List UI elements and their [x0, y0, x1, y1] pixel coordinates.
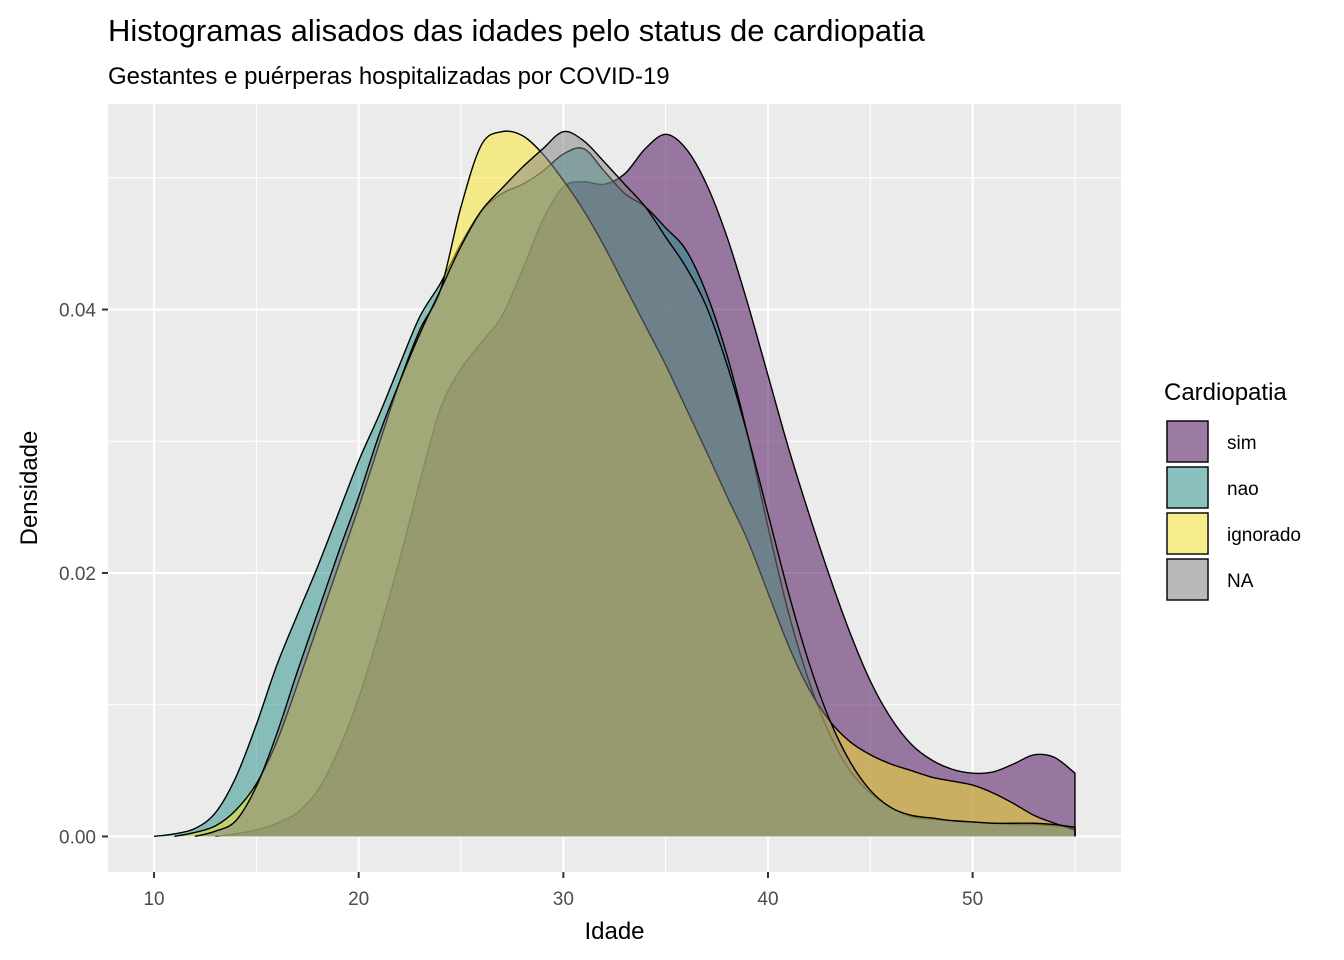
density-areas — [153, 130, 1076, 838]
legend-label-nao: nao — [1227, 479, 1259, 500]
y-axis-ticks: 0.00 0.02 0.04 — [59, 301, 108, 848]
x-tick-label: 40 — [757, 889, 778, 910]
x-axis-ticks: 10 20 30 40 50 — [143, 872, 983, 910]
legend-swatch-ignorado — [1166, 512, 1209, 555]
x-tick-label: 10 — [143, 889, 164, 910]
y-axis-title: Densidade — [16, 431, 43, 546]
legend-label-na: NA — [1227, 571, 1254, 592]
chart-subtitle: Gestantes e puérperas hospitalizadas por… — [108, 63, 670, 90]
legend-swatch-nao — [1166, 466, 1209, 509]
x-tick-label: 30 — [553, 889, 574, 910]
legend-label-sim: sim — [1227, 433, 1257, 454]
x-axis-title: Idade — [584, 918, 644, 945]
density-area-na — [194, 131, 1075, 837]
legend-swatch-sim — [1166, 420, 1209, 463]
density-line-na — [194, 130, 1076, 838]
y-tick-label: 0.02 — [59, 564, 96, 585]
y-tick-label: 0.00 — [59, 827, 96, 848]
legend-label-ignorado: ignorado — [1227, 525, 1301, 546]
legend-swatch-na — [1166, 558, 1209, 601]
x-tick-label: 50 — [962, 889, 983, 910]
legend-title: Cardiopatia — [1164, 379, 1287, 406]
y-tick-label: 0.04 — [59, 301, 96, 322]
x-tick-label: 20 — [348, 889, 369, 910]
legend: Cardiopatia sim nao ignorado NA — [1164, 379, 1301, 601]
chart-title: Histogramas alisados das idades pelo sta… — [108, 13, 926, 48]
